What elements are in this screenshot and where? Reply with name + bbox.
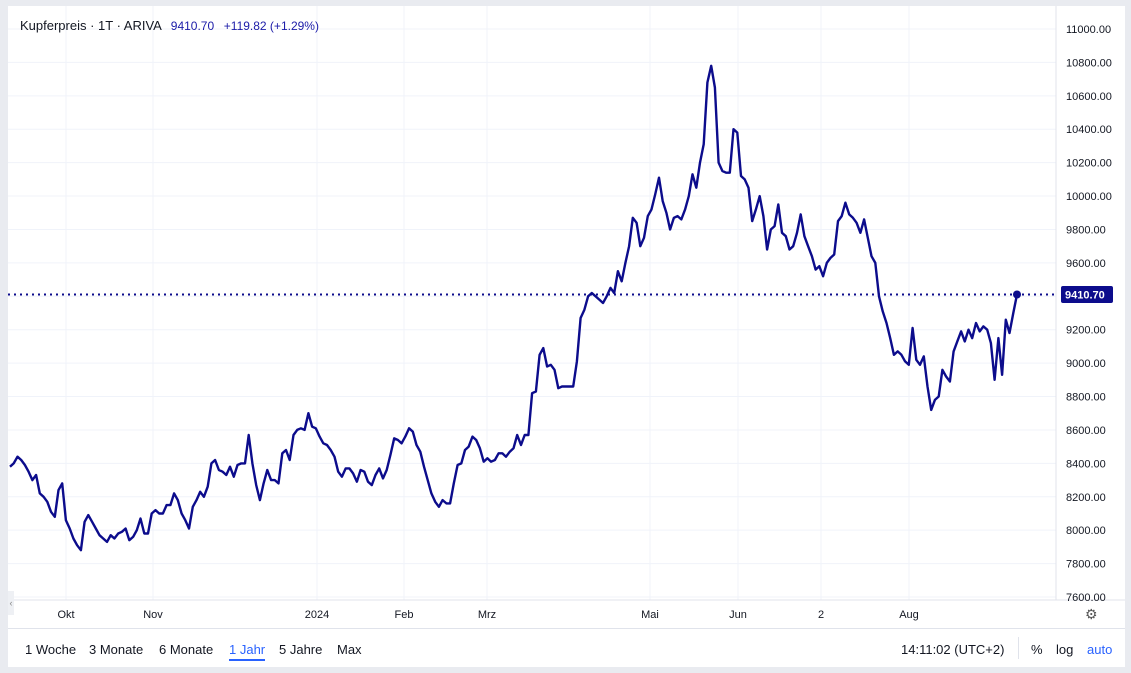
y-tick-label: 7600.00: [1066, 592, 1106, 604]
price-series-line: [9, 64, 1019, 552]
y-tick-label: 11000.00: [1066, 24, 1111, 36]
last-price-marker: [1013, 290, 1021, 299]
log-toggle[interactable]: log: [1056, 642, 1074, 657]
y-tick-label: 10200.00: [1066, 158, 1112, 170]
range-5-jahre[interactable]: 5 Jahre: [279, 642, 323, 657]
range-1-woche[interactable]: 1 Woche: [25, 642, 77, 657]
y-tick-label: 10400.00: [1066, 124, 1112, 136]
chevron-left-icon[interactable]: ‹: [8, 591, 14, 615]
percent-toggle[interactable]: %: [1031, 642, 1043, 657]
y-tick-label: 10800.00: [1066, 57, 1112, 69]
y-tick-label: 9200.00: [1066, 325, 1106, 337]
x-tick-label: Aug: [899, 609, 919, 621]
x-tick-label: Nov: [143, 609, 163, 621]
price-chart[interactable]: 11000.00 10800.00 10600.00 10400.00 10200.00…: [8, 6, 1125, 628]
y-tick-label: 8800.00: [1066, 392, 1106, 404]
x-tick-label: Okt: [57, 609, 74, 621]
y-tick-label: 9600.00: [1066, 258, 1106, 270]
range-max[interactable]: Max: [337, 642, 362, 657]
price-change-value: +119.82 (+1.29%): [223, 19, 319, 33]
clock-timezone[interactable]: 14:11:02 (UTC+2): [901, 642, 1005, 657]
range-3-monate[interactable]: 3 Monate: [89, 642, 144, 657]
last-price-label-text: 9410.70: [1065, 290, 1105, 302]
last-price-value: 9410.70: [170, 19, 215, 33]
x-tick-label: 2: [818, 609, 824, 621]
footer-divider: [1018, 637, 1019, 659]
x-tick-label: Mrz: [478, 609, 496, 621]
y-tick-label: 10000.00: [1066, 191, 1112, 203]
y-tick-label: 9000.00: [1066, 358, 1106, 370]
range-6-monate[interactable]: 6 Monate: [159, 642, 214, 657]
x-tick-label: Jun: [729, 609, 747, 621]
y-tick-label: 8000.00: [1066, 525, 1106, 537]
chart-footer: 1 Woche 3 Monate 6 Monate 1 Jahr 5 Jahre…: [8, 628, 1125, 668]
x-tick-label: 2024: [305, 609, 329, 621]
last-price-label: 9410.70: [1061, 286, 1113, 304]
y-tick-label: 8200.00: [1066, 492, 1106, 504]
y-tick-label: 7800.00: [1066, 559, 1106, 571]
gear-icon[interactable]: ⚙: [1085, 606, 1098, 622]
symbol-title: Kupferpreis · 1T · ARIVA: [20, 18, 162, 33]
y-tick-label: 8600.00: [1066, 425, 1106, 437]
y-tick-label: 9800.00: [1066, 224, 1106, 236]
x-tick-label: Mai: [641, 609, 659, 621]
range-1-jahr[interactable]: 1 Jahr: [229, 642, 266, 661]
auto-toggle[interactable]: auto: [1087, 642, 1113, 657]
chart-widget: 11000.00 10800.00 10600.00 10400.00 10200.00…: [8, 6, 1125, 667]
x-tick-label: Feb: [395, 609, 414, 621]
y-tick-label: 8400.00: [1066, 458, 1106, 470]
chart-header: Kupferpreis · 1T · ARIVA 9410.70 +119.82…: [20, 18, 319, 33]
y-tick-label: 10600.00: [1066, 91, 1112, 103]
